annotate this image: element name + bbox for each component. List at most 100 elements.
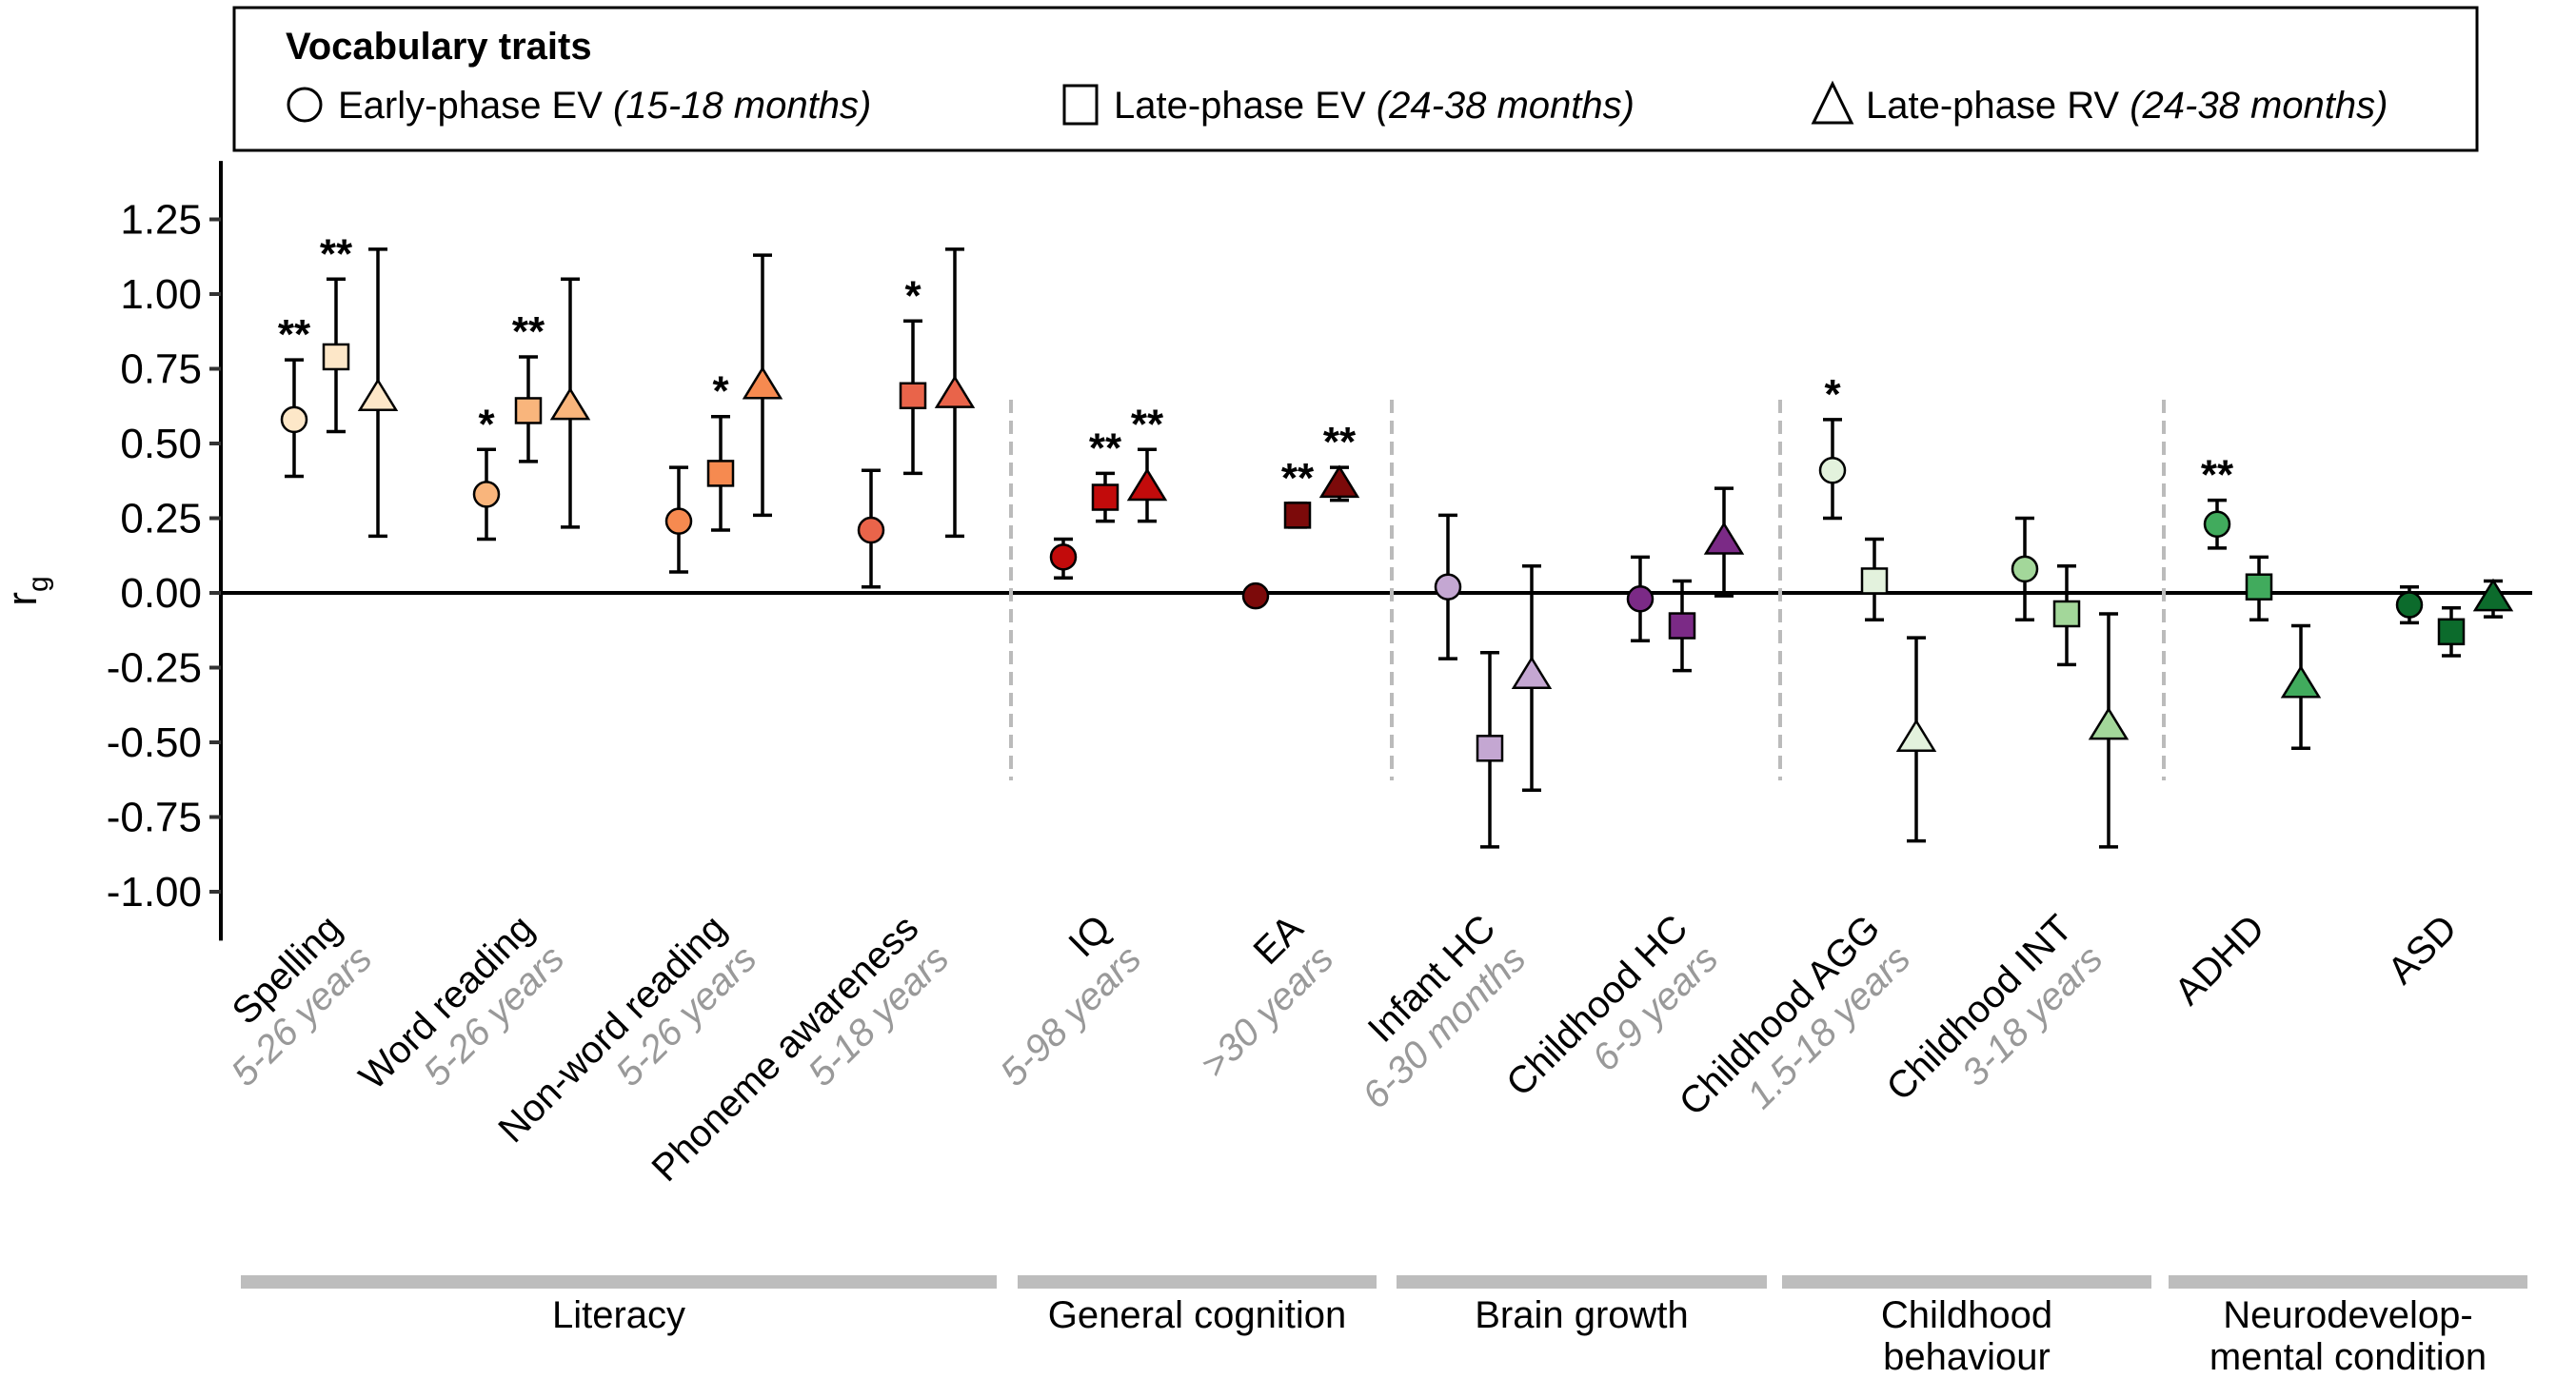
y-tick-label: 0.75 (120, 346, 202, 393)
group-label: Literacy (552, 1294, 685, 1336)
legend: Vocabulary traits Early-phase EV (15-18 … (232, 6, 2479, 152)
point-circle (2011, 555, 2039, 583)
point-triangle (1511, 656, 1553, 690)
category-label: ASD (2380, 907, 2465, 992)
legend-entry-triangle: Late-phase RV (24-38 months) (1811, 80, 2388, 127)
legend-label-note: (15-18 months) (613, 85, 871, 127)
point-circle (1818, 457, 1847, 484)
point-triangle (934, 375, 976, 408)
group-bar (1018, 1275, 1377, 1289)
point-circle (472, 481, 501, 508)
category-childhood-hc (1626, 486, 1745, 673)
point-triangle (357, 378, 399, 412)
point-square (899, 382, 927, 410)
y-tick-label: -1.00 (107, 869, 202, 916)
group-label: mental condition (2209, 1336, 2487, 1378)
group-bar (241, 1275, 997, 1289)
group-bar (1782, 1275, 2151, 1289)
group-labels: Literacy General cognition Brain growth Chi… (241, 1275, 2527, 1378)
legend-triangle-icon (1811, 80, 1854, 125)
category-ea: **** (1241, 419, 1360, 610)
point-triangle (549, 386, 591, 421)
significance-label: * (712, 368, 729, 415)
legend-label-main: Late-phase RV (1866, 85, 2130, 127)
group-label: Childhood (1881, 1294, 2052, 1336)
legend-label-main: Late-phase EV (1114, 85, 1377, 127)
legend-circle-icon (287, 87, 323, 123)
significance-label: ** (1089, 424, 1122, 471)
point-square (322, 343, 350, 371)
point-triangle (742, 365, 783, 400)
point-circle (280, 405, 308, 434)
point-square (1476, 735, 1504, 762)
y-tick-label: -0.50 (107, 719, 202, 766)
legend-frame (232, 6, 2479, 152)
legend-label-note: (24-38 months) (2130, 85, 2388, 127)
category-sublabel: 5-98 years (993, 937, 1150, 1094)
point-triangle (1126, 467, 1168, 502)
point-square (2052, 600, 2081, 628)
significance-label: * (904, 272, 921, 319)
significance-label: ** (2201, 452, 2234, 499)
point-triangle (1703, 522, 1745, 555)
point-circle (1241, 581, 1270, 610)
point-circle (2203, 510, 2231, 539)
legend-label-main: Early-phase EV (338, 85, 613, 127)
point-triangle (2472, 578, 2514, 612)
point-square (1091, 483, 1120, 511)
y-tick-label: 1.00 (120, 271, 202, 318)
significance-label: ** (1281, 455, 1315, 502)
point-circle (664, 507, 693, 535)
group-label: General cognition (1048, 1294, 1347, 1336)
y-tick-label: -0.25 (107, 645, 202, 692)
significance-label: ** (1131, 401, 1164, 447)
y-tick-label: 0.25 (120, 496, 202, 542)
category-childhood-agg: * (1818, 371, 1937, 843)
point-square (1283, 502, 1312, 529)
category-phoneme-awareness: * (857, 247, 976, 589)
legend-label: Late-phase EV (24-38 months) (1114, 85, 1635, 127)
category-non-word-reading: * (664, 253, 783, 574)
point-square (706, 460, 735, 487)
category-infant-hc (1434, 513, 1553, 849)
legend-entry-square: Late-phase EV (24-38 months) (1062, 84, 1635, 127)
group-bar (2169, 1275, 2527, 1289)
data-marks: ******************** (278, 230, 2514, 849)
legend-label: Late-phase RV (24-38 months) (1866, 85, 2388, 127)
significance-label: ** (278, 311, 311, 358)
y-axis-label-main: r (0, 592, 46, 606)
category-childhood-int (2011, 516, 2130, 849)
category-word-reading: *** (472, 277, 591, 542)
category-label: ADHD (2167, 907, 2272, 1013)
legend-label: Early-phase EV (15-18 months) (338, 85, 871, 127)
category-adhd: ** (2201, 452, 2322, 751)
y-tick-label: -0.75 (107, 795, 202, 841)
group-label: behaviour (1883, 1336, 2051, 1378)
point-circle (2395, 591, 2424, 619)
point-square (2437, 618, 2466, 646)
point-circle (1049, 543, 1078, 571)
y-axis-label-sub: g (23, 576, 54, 592)
point-triangle (2280, 664, 2322, 699)
significance-label: * (478, 401, 495, 447)
legend-title: Vocabulary traits (286, 26, 592, 68)
point-triangle (2088, 706, 2130, 740)
point-circle (1626, 585, 1655, 613)
point-square (2245, 573, 2273, 601)
group-label: Brain growth (1475, 1294, 1689, 1336)
significance-label: ** (512, 308, 545, 355)
point-triangle (1895, 719, 1937, 752)
category-iq: **** (1049, 401, 1168, 581)
y-tick-label: 1.25 (120, 197, 202, 244)
category-spelling: **** (278, 230, 399, 539)
significance-label: * (1824, 371, 1841, 418)
significance-label: ** (1323, 419, 1357, 465)
y-axis-label: rg (0, 576, 54, 605)
axes: 1.25 1.00 0.75 0.50 0.25 0.00 -0.25 -0.50 -0.75 -… (0, 161, 2532, 941)
y-tick-label: 0.00 (120, 570, 202, 617)
point-square (1860, 567, 1889, 595)
category-asd (2395, 578, 2514, 658)
legend-label-note: (24-38 months) (1377, 85, 1635, 127)
